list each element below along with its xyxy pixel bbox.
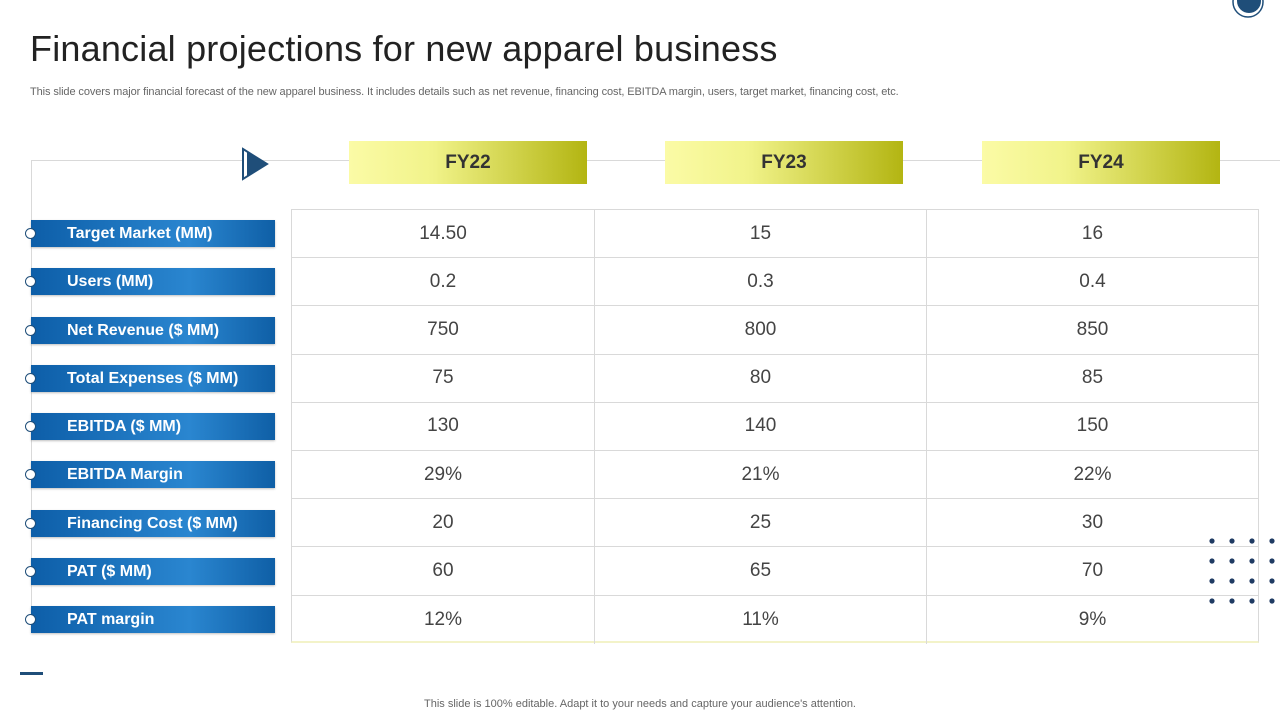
row-label: Financing Cost ($ MM) [25,510,275,537]
table-cell: 75 [292,354,595,403]
column-header-fy24: FY24 [982,141,1220,184]
decoration-dot [1249,558,1255,564]
table-cell: 9% [1078,608,1107,630]
decoration-dot [1229,578,1235,584]
column-header-fy23: FY23 [665,141,903,184]
table-cell: 60 [292,547,595,596]
table-cell: 22% [927,451,1258,500]
decoration-dot [1249,578,1255,584]
row-label-text: EBITDA Margin [67,466,183,483]
row-label-text: Total Expenses ($ MM) [67,370,239,387]
row-label: EBITDA ($ MM) [25,413,275,440]
dot-grid-decoration [1209,538,1275,604]
bullet-dot-icon [25,373,36,384]
decoration-dot [1249,538,1255,544]
table-cell: 130 [292,402,595,451]
decoration-dot [1229,598,1235,604]
row-label-text: EBITDA ($ MM) [67,418,182,435]
table-cell: 850 [927,306,1258,355]
table-cell: 750 [292,306,595,355]
column-header-fy22: FY22 [349,141,587,184]
table-cell: 15 [595,210,927,259]
row-label: PAT margin [25,606,275,633]
table-cell: 16 [927,210,1258,259]
footer-note: This slide is 100% editable. Adapt it to… [424,698,856,710]
row-label-text: Users (MM) [67,273,154,290]
bottom-accent-bar [20,672,43,675]
decoration-dot [1269,538,1275,544]
decoration-dot [1209,578,1215,584]
financial-table: 14.50 15 16 0.2 0.3 0.4 750 800 850 75 80 85 130 140 1… [291,209,1259,644]
header-divider-line [31,160,1280,161]
row-label-text: Net Revenue ($ MM) [67,322,220,339]
row-label: PAT ($ MM) [25,558,275,585]
table-cell: 65 [595,547,927,596]
table-cell: 0.4 [927,258,1258,307]
bullet-dot-icon [25,228,36,239]
bullet-dot-icon [25,421,36,432]
table-cell: 70 [927,547,1258,596]
left-bracket-line [31,160,32,630]
row-label: Users (MM) [25,268,275,295]
decoration-dot [1249,598,1255,604]
table-cell: 20 [292,499,595,548]
table-cell: 25 [595,499,927,548]
decoration-dot [1229,558,1235,564]
decoration-dot [1209,598,1215,604]
table-cell: 14.50 [292,210,595,259]
table-cell: 800 [595,306,927,355]
table-cell: 11% [595,595,927,644]
table-cell: 0.2 [292,258,595,307]
bullet-dot-icon [25,566,36,577]
decoration-dot [1209,558,1215,564]
decoration-dot [1209,538,1215,544]
bullet-dot-icon [25,614,36,625]
bullet-dot-icon [25,276,36,287]
decoration-dot [1269,578,1275,584]
table-cell: 12% [292,595,595,644]
table-cell: 85 [927,355,1258,403]
table-cell: 0.3 [595,258,927,307]
row-label-text: PAT ($ MM) [67,563,152,580]
table-cell: 30 [927,499,1258,548]
row-label: Total Expenses ($ MM) [25,365,275,392]
decoration-dot [1269,558,1275,564]
decoration-dot [1229,538,1235,544]
row-label: EBITDA Margin [25,461,275,488]
row-label-text: PAT margin [67,611,155,628]
row-label: Net Revenue ($ MM) [25,317,275,344]
table-cell: 140 [595,402,927,451]
table-cell: 21% [595,451,927,500]
table-cell: 80 [595,354,927,403]
row-label-text: Financing Cost ($ MM) [67,515,238,532]
table-cell: 150 [927,403,1258,451]
page-subtitle: This slide covers major financial foreca… [30,86,899,98]
corner-circle-icon [1232,0,1264,18]
bullet-dot-icon [25,518,36,529]
row-label: Target Market (MM) [25,220,275,247]
bullet-dot-icon [25,325,36,336]
decoration-dot [1269,598,1275,604]
table-cell: 29% [292,451,595,500]
play-triangle-icon [242,147,269,181]
bullet-dot-icon [25,469,36,480]
page-title: Financial projections for new apparel bu… [30,28,778,69]
row-label-text: Target Market (MM) [67,225,213,242]
